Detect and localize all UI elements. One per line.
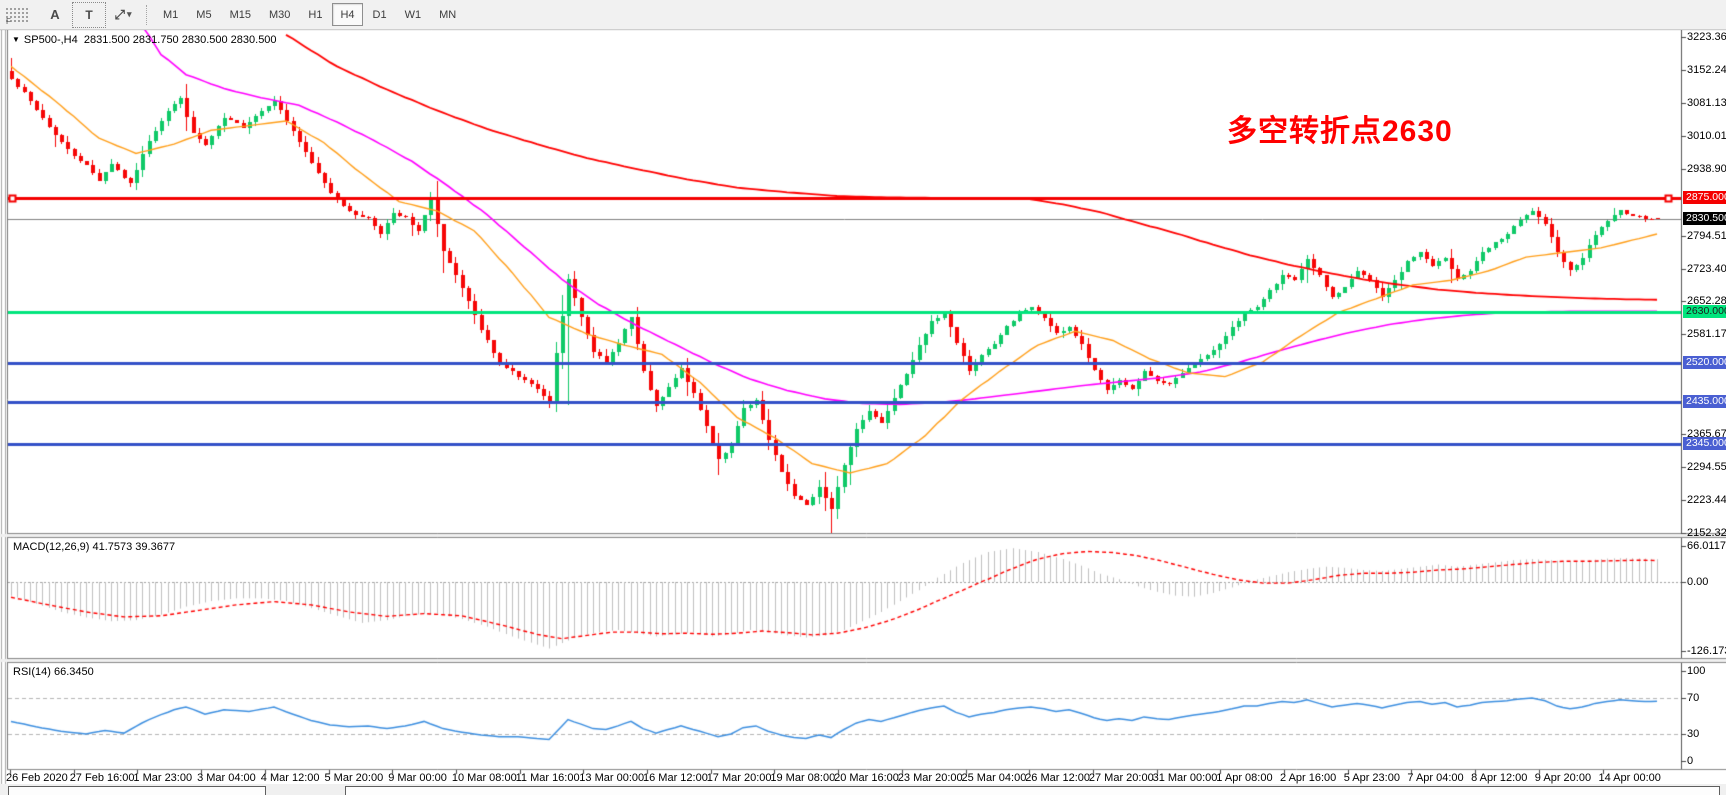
date-axis-label: 16 Mar 12:00 [643, 772, 708, 784]
price-level-tag: 2630.000 [1683, 304, 1726, 318]
date-axis-label: 4 Mar 12:00 [260, 772, 320, 784]
date-axis-label: 9 Mar 00:00 [388, 772, 447, 784]
price-axis-tick: 3081.130 [1687, 96, 1726, 109]
price-axis-tick: 2223.440 [1687, 494, 1726, 507]
timeframe-button-m5[interactable]: M5 [196, 8, 212, 21]
current-price-tag: 2830.500 [1683, 211, 1726, 225]
date-axis-label: 3 Mar 04:00 [197, 772, 256, 784]
bottom-panel-box-left [8, 786, 266, 795]
text-tool-icon[interactable]: T [72, 1, 106, 28]
toolbar-separator [146, 4, 148, 25]
price-axis-tick: 2581.170 [1687, 328, 1726, 341]
date-axis-label: 23 Mar 20:00 [897, 772, 963, 784]
rsi-axis-tick: 0 [1687, 755, 1694, 767]
macd-axis-tick: 0.00 [1687, 576, 1709, 588]
rsi-axis-tick: 30 [1687, 728, 1700, 740]
toolbar: F A T ⤢ ▾ M1 M5 M15 M30 H1 H4 D1 W1 MN [0, 0, 1726, 30]
date-axis-label: 17 Mar 20:00 [706, 772, 772, 784]
bottom-panel-box-right [345, 786, 1720, 795]
date-axis-label: 9 Apr 20:00 [1534, 772, 1592, 784]
price-level-tag: 2345.000 [1683, 436, 1726, 450]
price-axis-tick: 3223.360 [1687, 31, 1726, 43]
chart-annotation-text[interactable]: 多空转折点2630 [1227, 115, 1453, 148]
date-axis-label: 27 Feb 16:00 [69, 772, 135, 784]
date-axis-label: 26 Mar 12:00 [1025, 772, 1091, 784]
rsi-value: 66.3450 [53, 666, 94, 678]
symbol-timeframe-label: SP500-,H4 [23, 34, 78, 46]
date-axis-label: 25 Mar 04:00 [961, 772, 1027, 784]
date-axis-label: 2 Apr 16:00 [1280, 772, 1337, 784]
date-axis-label: 8 Apr 12:00 [1471, 772, 1528, 784]
timeframe-button-m30[interactable]: M30 [268, 8, 291, 21]
macd-axis-tick: -126.173 [1687, 644, 1726, 657]
bottom-status-strip [0, 784, 1726, 795]
price-level-tag: 2875.000 [1683, 191, 1726, 205]
date-axis-label: 5 Mar 20:00 [324, 772, 384, 784]
date-axis-label: 7 Apr 04:00 [1407, 772, 1464, 784]
date-axis-label: 1 Apr 08:00 [1216, 772, 1273, 784]
date-axis-label: 11 Mar 16:00 [515, 772, 580, 784]
date-axis-label: 10 Mar 08:00 [451, 772, 517, 784]
macd-indicator-label: MACD(12,26,9) 41.7573 39.3677 [13, 541, 176, 553]
date-axis-label: 5 Apr 23:00 [1343, 772, 1400, 784]
price-axis-tick: 2723.400 [1687, 262, 1726, 275]
chart-title: ▼ SP500-,H4 2831.500 2831.750 2830.500 28… [12, 34, 277, 46]
price-level-tag: 2520.000 [1683, 355, 1726, 369]
timeframe-button-m15[interactable]: M15 [229, 8, 251, 21]
price-axis-tick: 2938.900 [1687, 162, 1726, 175]
timeframe-button-mn[interactable]: MN [439, 8, 457, 21]
timeframe-button-w1[interactable]: W1 [404, 8, 422, 21]
text-label-tool-icon[interactable]: A [50, 7, 60, 22]
rsi-axis-tick: 70 [1687, 692, 1700, 704]
price-axis-tick: 2294.555 [1687, 461, 1726, 474]
symbol-dropdown-icon[interactable]: ▼ [12, 35, 20, 44]
price-axis-tick: 3010.015 [1687, 129, 1726, 142]
price-axis-tick: 2794.515 [1687, 229, 1726, 242]
price-axis-tick: 2652.285 [1687, 295, 1726, 308]
timeframe-button-h4[interactable]: H4 [332, 3, 363, 26]
date-axis-label: 1 Mar 23:00 [133, 772, 193, 784]
date-axis-label: 26 Feb 2020 [6, 772, 68, 784]
line-studies-tool-icon[interactable]: ⤢ ▾ [114, 6, 132, 22]
rsi-indicator-label: RSI(14) 66.3450 [13, 666, 94, 678]
macd-axis-tick: 66.0117 [1687, 540, 1726, 553]
timeframe-button-d1[interactable]: D1 [372, 8, 387, 21]
rsi-axis-tick: 100 [1687, 665, 1706, 677]
timeframe-button-h1[interactable]: H1 [308, 8, 323, 21]
date-axis-label: 31 Mar 00:00 [1152, 772, 1218, 784]
chevron-down-icon: ▾ [126, 9, 132, 19]
macd-values: 41.7573 39.3677 [92, 541, 176, 553]
price-level-tag: 2435.000 [1683, 395, 1726, 409]
ohlc-values: 2831.500 2831.750 2830.500 2830.500 [83, 34, 277, 46]
timeframe-button-m1[interactable]: M1 [163, 8, 179, 21]
date-axis-label: 14 Apr 00:00 [1598, 772, 1661, 784]
price-axis-tick: 2152.325 [1687, 527, 1726, 539]
price-axis-tick: 3152.245 [1687, 63, 1726, 76]
date-axis-label: 13 Mar 00:00 [579, 772, 645, 784]
date-axis-label: 19 Mar 08:00 [770, 772, 836, 784]
date-axis-label: 27 Mar 20:00 [1088, 772, 1154, 784]
toolbar-drag-handle-icon[interactable]: F [4, 5, 30, 26]
date-axis-label: 20 Mar 16:00 [834, 772, 899, 784]
